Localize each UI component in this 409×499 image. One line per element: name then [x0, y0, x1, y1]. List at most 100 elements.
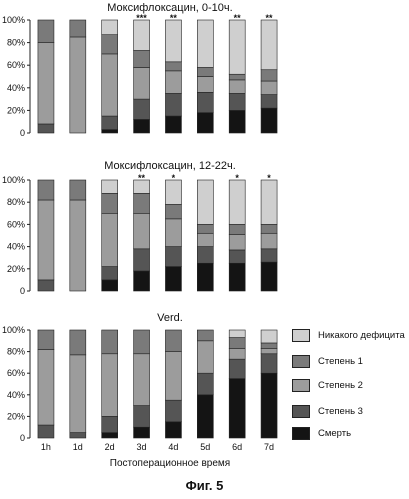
x-tick-label: 2d	[105, 442, 115, 452]
bar-segment	[70, 330, 86, 355]
bar-segment	[261, 354, 277, 373]
bar-segment	[197, 224, 213, 233]
bar-segment	[197, 67, 213, 76]
bar-segment	[261, 262, 277, 291]
bar-segment	[261, 343, 277, 348]
bar-segment	[229, 379, 245, 438]
bar-segment	[165, 62, 181, 71]
x-tick-label: 7d	[264, 442, 274, 452]
bar-segment	[70, 200, 86, 291]
y-tick-label: 100%	[2, 325, 25, 335]
bar-segment	[38, 425, 54, 438]
bar-segment	[229, 263, 245, 291]
legend-item-grade-3: Степень 3	[292, 403, 363, 419]
bar-segment	[261, 330, 277, 343]
significance-marker: *	[172, 173, 176, 183]
bar-segment	[261, 233, 277, 249]
panel-title-3: Verd.	[50, 312, 290, 324]
bar-segment	[70, 433, 86, 438]
bar-segment	[102, 213, 118, 266]
bar-segment	[38, 20, 54, 43]
legend-swatch-grade-1	[292, 355, 310, 368]
bar-segment	[134, 51, 150, 68]
legend-swatch-death	[292, 427, 310, 440]
bar-segment	[70, 355, 86, 433]
bar-segment	[165, 330, 181, 352]
bar-segment	[134, 330, 150, 354]
y-tick-label: 40%	[7, 390, 25, 400]
bar-segment	[261, 348, 277, 353]
bar-segment	[261, 81, 277, 95]
bar-segment	[229, 330, 245, 338]
legend-label-grade-3: Степень 3	[318, 406, 363, 417]
bar-segment	[229, 359, 245, 378]
bar-segment	[70, 20, 86, 37]
x-tick-label: 5d	[200, 442, 210, 452]
bar-segment	[102, 280, 118, 291]
bar-segment	[197, 113, 213, 133]
legend-item-grade-2: Степень 2	[292, 377, 363, 393]
y-tick-label: 0	[20, 433, 25, 443]
bar-segment	[102, 267, 118, 280]
bar-segment	[134, 406, 150, 428]
bar-segment	[165, 116, 181, 133]
bar-segment	[261, 20, 277, 70]
bar-segment	[197, 247, 213, 264]
y-tick-label: 20%	[7, 105, 25, 115]
panel-title-1: Моксифлоксацин, 0-10ч.	[50, 2, 290, 14]
bar-segment	[197, 233, 213, 246]
x-tick-label: 1d	[73, 442, 83, 452]
panel-title-2: Моксифлоксацин, 12-22ч.	[50, 160, 290, 172]
bar-segment	[134, 271, 150, 291]
bar-segment	[102, 116, 118, 130]
bar-segment	[229, 74, 245, 80]
bar-segment	[134, 213, 150, 249]
bar-segment	[261, 70, 277, 81]
bar-segment	[102, 20, 118, 35]
bar-segment	[38, 200, 54, 280]
bar-segment	[134, 427, 150, 438]
significance-marker: **	[138, 173, 146, 183]
bar-segment	[165, 400, 181, 422]
legend-label-no-deficit: Никакого дефицита	[318, 330, 405, 341]
bar-segment	[229, 338, 245, 349]
bar-segment	[261, 373, 277, 438]
significance-marker: **	[234, 13, 242, 23]
bar-segment	[197, 263, 213, 291]
bar-segment	[102, 433, 118, 438]
legend-swatch-grade-2	[292, 379, 310, 392]
bar-segment	[38, 124, 54, 133]
legend-label-death: Смерть	[318, 428, 351, 439]
y-tick-label: 80%	[7, 347, 25, 357]
bar-segment	[229, 93, 245, 110]
bar-segment	[102, 130, 118, 133]
bar-segment	[134, 67, 150, 99]
significance-marker: **	[170, 13, 178, 23]
bar-segment	[38, 280, 54, 291]
y-tick-label: 0	[20, 128, 25, 138]
bar-segment	[102, 354, 118, 417]
bar-segment	[261, 180, 277, 224]
legend-item-death: Смерть	[292, 425, 351, 441]
bar-segment	[134, 354, 150, 406]
y-tick-label: 60%	[7, 368, 25, 378]
y-tick-label: 60%	[7, 60, 25, 70]
bar-segment	[197, 330, 213, 341]
bar-segment	[165, 267, 181, 291]
x-tick-label: 6d	[232, 442, 242, 452]
bar-segment	[134, 99, 150, 119]
bar-segment	[70, 37, 86, 133]
x-axis-title: Постоперационное время	[60, 458, 280, 469]
bar-segment	[197, 92, 213, 112]
legend-label-grade-1: Степень 1	[318, 356, 363, 367]
bar-segment	[102, 180, 118, 193]
bar-segment	[197, 77, 213, 93]
bar-segment	[165, 180, 181, 204]
bar-segment	[165, 20, 181, 62]
bar-segment	[229, 224, 245, 234]
bar-segment	[38, 180, 54, 200]
bar-segment	[229, 234, 245, 250]
x-tick-label: 4d	[168, 442, 178, 452]
bar-segment	[229, 180, 245, 224]
